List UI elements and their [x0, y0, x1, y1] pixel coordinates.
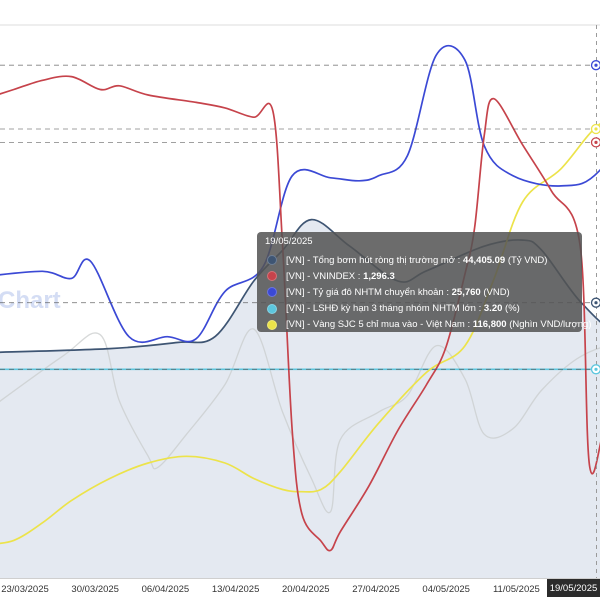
tooltip-row-liquidity: [VN] - Tổng bơm hút ròng thị trường mở :…	[265, 252, 574, 268]
tooltip-label-usd-rate: [VN] - Tỷ giá đô NHTM chuyển khoản :	[286, 287, 449, 298]
x-tick-label: 06/04/2025	[142, 584, 190, 595]
tooltip-dot-vnindex	[267, 271, 277, 281]
tooltip-value-usd-rate: 25,760	[452, 287, 481, 298]
tooltip-row-deposit-rate: [VN] - LSHĐ kỳ hạn 3 tháng nhóm NHTM lớn…	[265, 301, 574, 317]
x-axis-crosshair-label: 19/05/2025	[547, 579, 600, 597]
tooltip-unit-gold-sjc: (Nghìn VND/lượng)	[509, 319, 591, 330]
x-tick-label: 20/04/2025	[282, 584, 330, 595]
chart-tooltip: 19/05/2025 [VN] - Tổng bơm hút ròng thị …	[257, 232, 582, 332]
tooltip-row-usd-rate: [VN] - Tỷ giá đô NHTM chuyển khoản : 25,…	[265, 284, 574, 300]
marker-usd-rate-core	[594, 64, 597, 67]
x-tick-label: 27/04/2025	[352, 584, 400, 595]
tooltip-dot-gold-sjc	[267, 320, 277, 330]
tooltip-row-vnindex: [VN] - VNINDEX : 1,296.3	[265, 268, 574, 284]
tooltip-label-liquidity: [VN] - Tổng bơm hút ròng thị trường mở :	[286, 255, 460, 266]
tooltip-dot-deposit-rate	[267, 304, 277, 314]
tooltip-value-gold-sjc: 116,800	[473, 319, 507, 330]
tooltip-dot-usd-rate	[267, 287, 277, 297]
tooltip-row-gold-sjc: [VN] - Vàng SJC 5 chỉ mua vào - Việt Nam…	[265, 317, 574, 333]
tooltip-label-deposit-rate: [VN] - LSHĐ kỳ hạn 3 tháng nhóm NHTM lớn…	[286, 303, 481, 314]
marker-gold-sjc-core	[594, 127, 597, 130]
x-tick-label: 11/05/2025	[493, 584, 540, 595]
tooltip-dot-liquidity	[267, 255, 277, 265]
x-tick-label: 30/03/2025	[71, 584, 119, 595]
tooltip-unit-liquidity: (Tỷ VND)	[508, 255, 548, 266]
tooltip-label-vnindex: [VN] - VNINDEX :	[286, 271, 360, 282]
watermark-text: Chart	[0, 287, 61, 314]
x-tick-label: 23/03/2025	[1, 584, 49, 595]
tooltip-value-deposit-rate: 3.20	[484, 303, 503, 314]
marker-deposit-rate-core	[594, 368, 597, 371]
tooltip-date: 19/05/2025	[265, 236, 574, 248]
tooltip-value-liquidity: 44,405.09	[463, 255, 505, 266]
x-tick-label: 04/05/2025	[422, 584, 470, 595]
tooltip-unit-deposit-rate: (%)	[505, 303, 520, 314]
tooltip-unit-usd-rate: (VND)	[483, 287, 509, 298]
series-area-liquidity	[0, 147, 600, 578]
marker-liquidity-core	[594, 301, 597, 304]
marker-vnindex-core	[594, 141, 597, 144]
tooltip-value-vnindex: 1,296.3	[363, 271, 395, 282]
tooltip-label-gold-sjc: [VN] - Vàng SJC 5 chỉ mua vào - Việt Nam…	[286, 319, 470, 330]
x-tick-label: 13/04/2025	[212, 584, 260, 595]
